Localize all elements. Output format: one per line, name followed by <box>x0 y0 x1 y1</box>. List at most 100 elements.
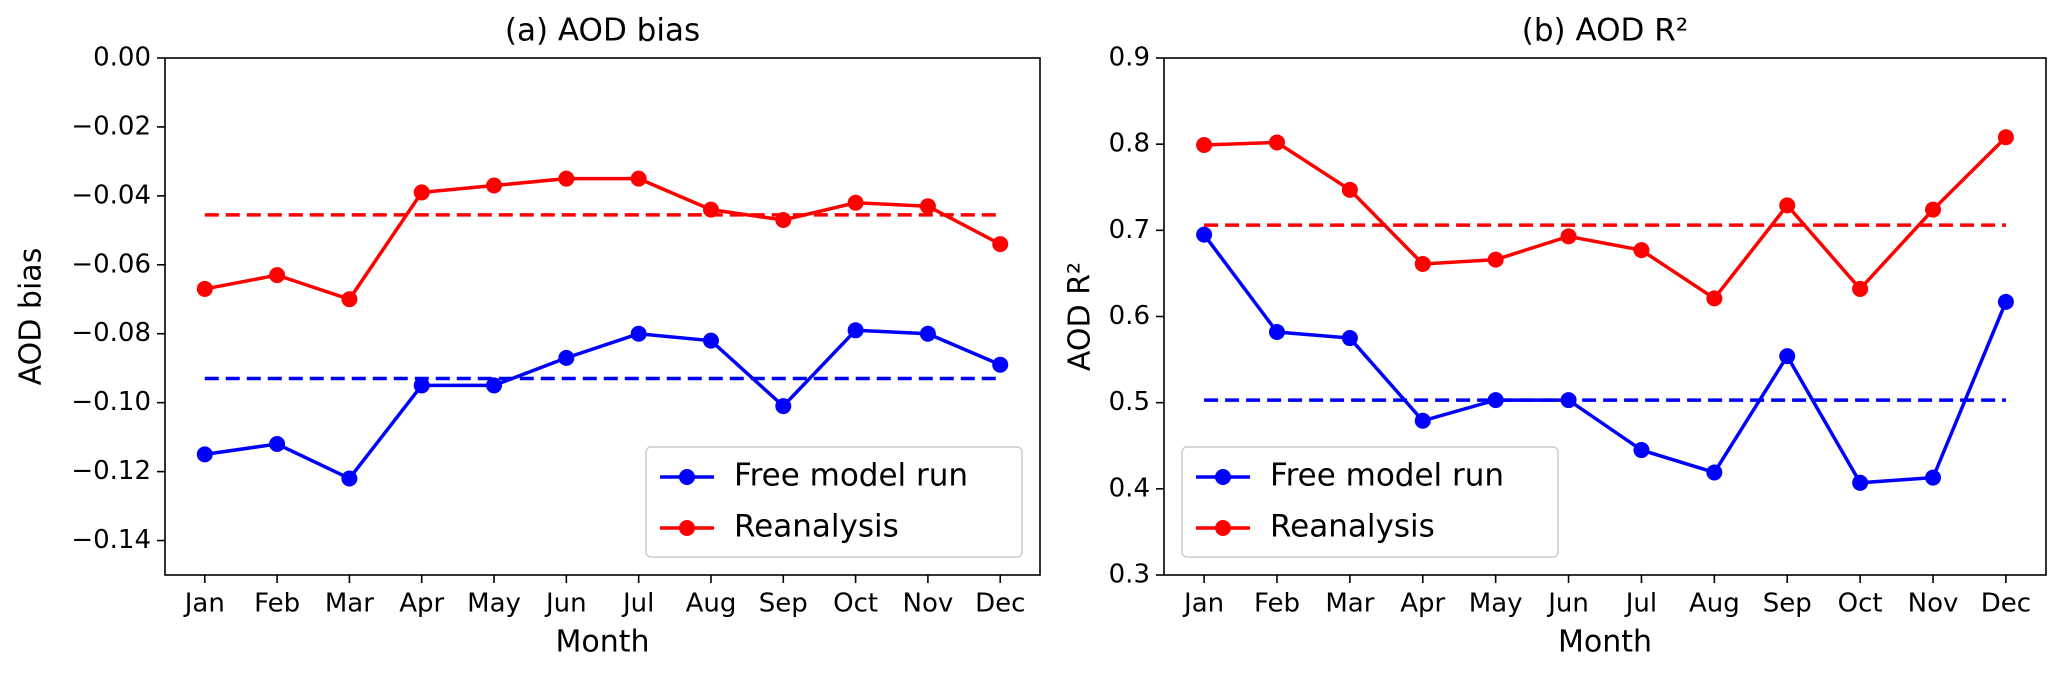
y-tick-label: −0.02 <box>71 111 151 141</box>
data-point <box>702 332 719 349</box>
x-tick-label: Jun <box>544 589 587 619</box>
data-point <box>919 198 936 215</box>
data-point <box>1852 280 1869 297</box>
x-tick-label: Jul <box>621 589 654 619</box>
data-point <box>702 201 719 218</box>
x-tick-label: Jan <box>1182 589 1224 619</box>
x-tick-label: Sep <box>1763 589 1812 619</box>
data-point <box>1925 469 1942 486</box>
y-tick-label: −0.14 <box>71 525 151 555</box>
data-point <box>1196 226 1213 243</box>
data-point <box>413 184 430 201</box>
y-tick-label: −0.04 <box>71 180 151 210</box>
data-point <box>1852 474 1869 491</box>
legend-marker <box>679 520 695 536</box>
data-point <box>1341 330 1358 347</box>
data-point <box>341 470 358 487</box>
legend-label: Reanalysis <box>734 509 899 545</box>
x-tick-label: Feb <box>254 589 300 619</box>
data-point <box>1268 134 1285 151</box>
y-tick-label: −0.10 <box>71 387 151 417</box>
x-axis-label: Month <box>555 625 649 660</box>
x-tick-label: May <box>467 589 521 619</box>
x-tick-label: Oct <box>1838 589 1883 619</box>
data-point <box>1779 348 1796 365</box>
data-point <box>992 356 1009 373</box>
series-line <box>1202 233 2008 485</box>
y-tick-label: 0.7 <box>1109 215 1150 245</box>
y-tick-label: 0.9 <box>1109 43 1150 73</box>
data-point <box>1268 324 1285 341</box>
legend: Free model run Reanalysis <box>1181 446 1559 558</box>
data-point <box>196 446 213 463</box>
legend-box <box>645 446 1023 558</box>
data-point <box>775 211 792 228</box>
data-point <box>269 436 286 453</box>
data-point <box>1633 442 1650 459</box>
legend-marker <box>1215 469 1231 485</box>
y-tick-label: −0.12 <box>71 456 151 486</box>
y-tick-label: −0.06 <box>71 249 151 279</box>
data-point <box>1997 293 2014 310</box>
data-point <box>775 398 792 415</box>
data-point <box>558 349 575 366</box>
series-line <box>204 176 1002 302</box>
data-point <box>1196 137 1213 154</box>
data-point <box>1560 392 1577 409</box>
data-point <box>341 291 358 308</box>
legend-marker <box>679 469 695 485</box>
data-point <box>630 325 647 342</box>
y-axis-label: AOD R² <box>1063 262 1098 371</box>
legend-marker <box>1215 520 1231 536</box>
x-tick-label: Aug <box>1689 589 1740 619</box>
chart-title: (a) AOD bias <box>505 13 700 49</box>
y-axis-label: AOD bias <box>14 248 49 386</box>
data-point <box>847 322 864 339</box>
data-point <box>1706 464 1723 481</box>
data-point <box>630 170 647 187</box>
y-tick-label: −0.08 <box>71 318 151 348</box>
x-tick-label: Nov <box>1908 589 1959 619</box>
legend-box <box>1181 446 1559 558</box>
data-point <box>558 170 575 187</box>
series-line <box>1204 136 2008 301</box>
x-tick-label: Sep <box>759 589 808 619</box>
data-point <box>1779 197 1796 214</box>
x-tick-label: Jun <box>1546 589 1589 619</box>
data-point <box>1414 412 1431 429</box>
x-tick-label: Jan <box>183 589 225 619</box>
series-line <box>204 328 1001 481</box>
plot-frame <box>164 57 1041 576</box>
legend: Free model run Reanalysis <box>645 446 1023 558</box>
data-point <box>1341 181 1358 198</box>
x-tick-label: Jul <box>1624 589 1657 619</box>
y-tick-label: 0.5 <box>1109 387 1150 417</box>
data-point <box>196 280 213 297</box>
x-tick-label: Apr <box>399 589 444 619</box>
data-point <box>486 377 503 394</box>
legend-label: Reanalysis <box>1270 509 1435 545</box>
data-point <box>919 325 936 342</box>
x-tick-label: Mar <box>325 589 374 619</box>
x-tick-label: Dec <box>1981 589 2031 619</box>
y-tick-label: 0.4 <box>1109 473 1150 503</box>
data-point <box>847 194 864 211</box>
chart-title: (b) AOD R² <box>1522 13 1688 49</box>
x-tick-label: Dec <box>975 589 1025 619</box>
data-point <box>992 236 1009 253</box>
x-tick-label: Nov <box>903 589 954 619</box>
data-point <box>1997 129 2014 146</box>
data-point <box>486 177 503 194</box>
data-point <box>1706 290 1723 307</box>
data-point <box>1925 201 1942 218</box>
x-tick-label: Feb <box>1254 589 1300 619</box>
x-tick-label: Aug <box>686 589 737 619</box>
x-tick-label: Mar <box>1325 589 1374 619</box>
data-point <box>413 377 430 394</box>
data-point <box>269 267 286 284</box>
data-point <box>1487 392 1504 409</box>
y-tick-label: 0.8 <box>1109 129 1150 159</box>
data-point <box>1633 242 1650 259</box>
x-tick-label: May <box>1469 589 1523 619</box>
